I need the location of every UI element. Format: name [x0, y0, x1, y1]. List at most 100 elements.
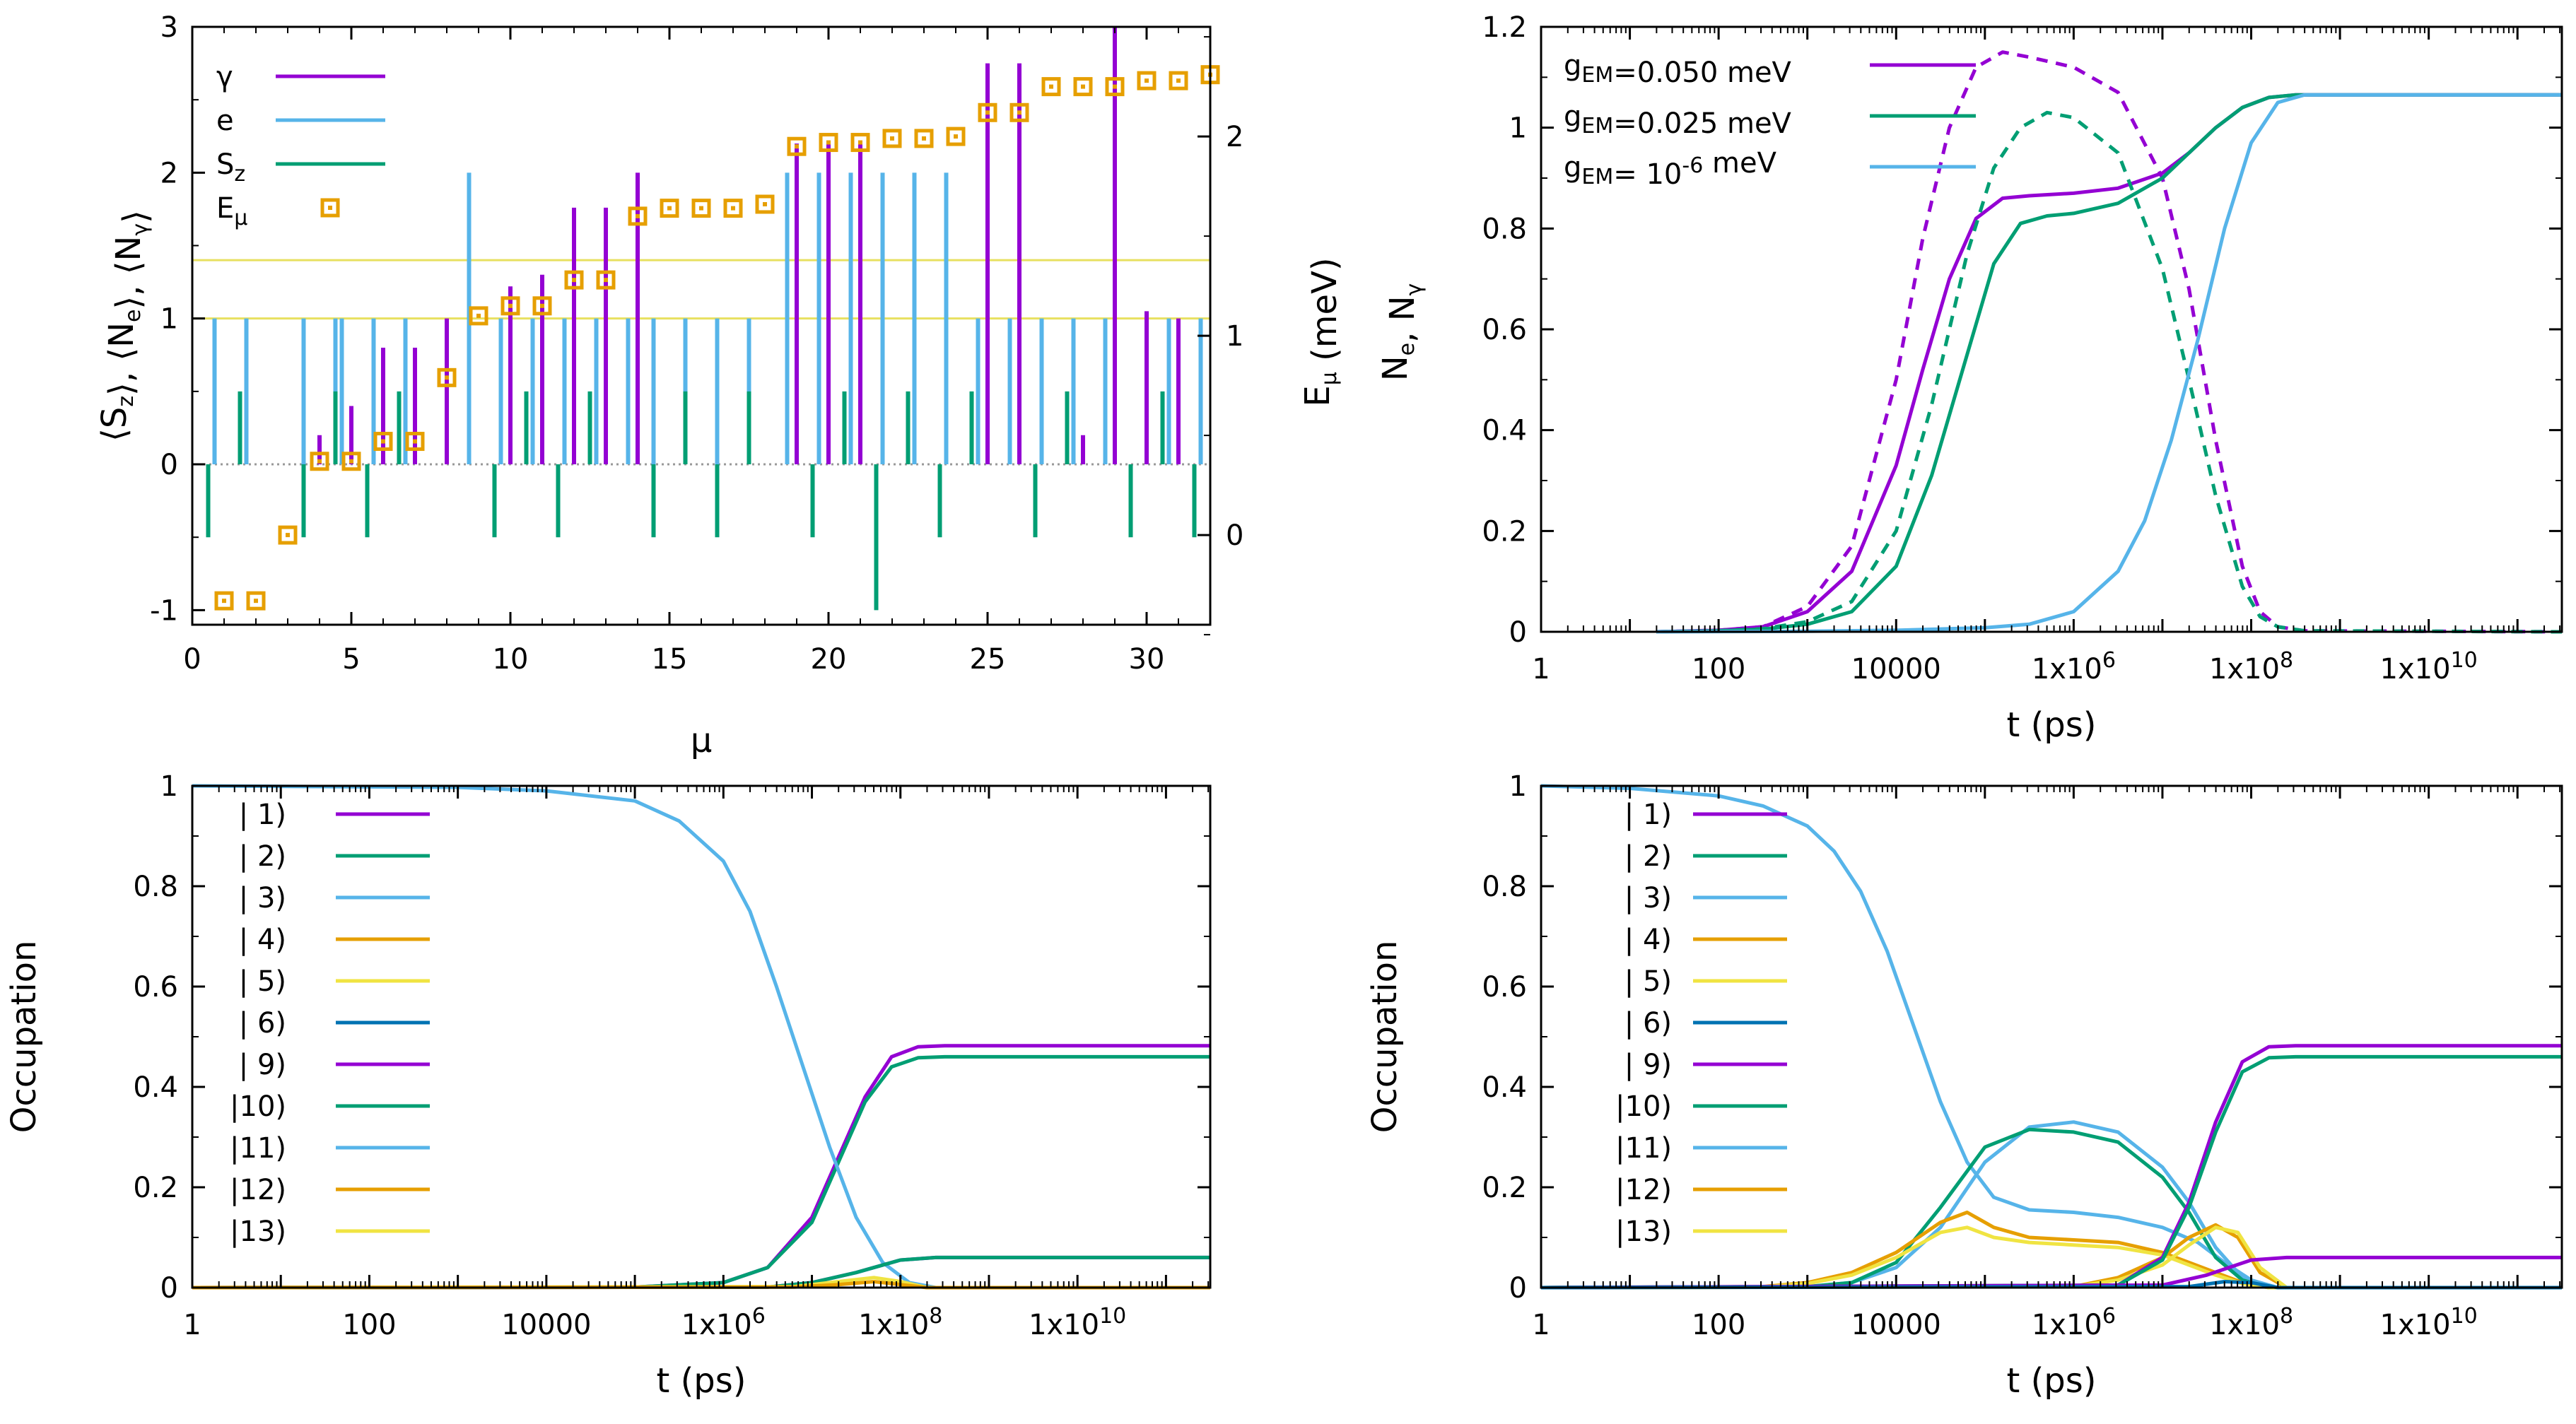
- legend-label: e: [216, 105, 234, 137]
- series-line-8: [1540, 1054, 2562, 1290]
- xtick-label: 1x1010: [2380, 1304, 2478, 1341]
- xtick-label: 30: [1129, 643, 1165, 676]
- series-line-4: [1656, 93, 2562, 634]
- ytick-label: 1: [160, 303, 178, 336]
- series-line-4: [1540, 1225, 2562, 1290]
- xtick-label: 1: [183, 1309, 201, 1341]
- emu-point-9: [500, 296, 520, 316]
- xtick-label: 10: [493, 643, 529, 676]
- ytick-label: 1: [160, 770, 178, 803]
- emu-point-dot-16: [731, 206, 735, 211]
- emu-point-dot-2: [286, 533, 290, 538]
- legend: gEM=0.050 meV gEM=0.025 meV gEM= 10-6 meV: [1564, 49, 1976, 191]
- legend-label: |12): [230, 1174, 286, 1206]
- legend-label: |10): [230, 1090, 286, 1123]
- ytick-label: 0: [160, 1272, 178, 1305]
- x-axis-label: t (ps): [2006, 1361, 2096, 1401]
- ytick-label: 0: [160, 449, 178, 481]
- legend-point-dot: [328, 206, 332, 210]
- emu-point-22: [914, 129, 934, 148]
- legend-label: Sz: [216, 148, 245, 187]
- series-line-0: [192, 1044, 1210, 1290]
- emu-point-23: [946, 126, 966, 146]
- emu-point-dot-9: [508, 303, 513, 308]
- legend-label: γ: [216, 61, 233, 93]
- emu-point-dot-6: [413, 439, 417, 444]
- emu-point-19: [819, 133, 838, 153]
- ytick-label: 0.8: [133, 871, 178, 903]
- legend-label: | 4): [1624, 924, 1672, 956]
- legend-label: | 1): [239, 799, 286, 831]
- xtick-label: 25: [970, 643, 1006, 676]
- legend-label: | 5): [1624, 965, 1672, 998]
- emu-point-14: [660, 199, 679, 218]
- xtick-label: 1x108: [2209, 648, 2293, 685]
- ytick-label: 0: [1509, 1272, 1527, 1305]
- legend-label: |13): [230, 1216, 286, 1248]
- legend-label: | 6): [1624, 1007, 1672, 1040]
- emu-point-6: [405, 432, 425, 452]
- series-line-7: [1540, 1044, 2562, 1290]
- series-line-1: [1656, 50, 2563, 634]
- emu-point-8: [469, 306, 488, 326]
- emu-point-dot-15: [699, 206, 703, 211]
- xtick-label: 5: [342, 643, 360, 676]
- emu-point-dot-7: [445, 375, 449, 380]
- series-line-3: [1540, 1211, 2562, 1290]
- y2tick-label: 1: [1226, 320, 1243, 353]
- ytick-label: 0.4: [1482, 1071, 1527, 1104]
- series-line-2: [1540, 1127, 2562, 1290]
- legend-label: | 2): [1624, 840, 1672, 873]
- ytick-label: -1: [150, 594, 178, 627]
- emu-point-28: [1105, 77, 1125, 97]
- panel-d: 1 100 10000 1x106 1x108 1x1010 0 0.2 0.4 0.6 0.8 1 t…: [1365, 770, 2563, 1401]
- y-axis-label: Occupation: [4, 941, 44, 1134]
- emu-point-dot-24: [985, 110, 990, 115]
- ytick-label: 0.6: [1482, 971, 1527, 1004]
- xtick-label: 1x1010: [1029, 1304, 1126, 1341]
- xtick-label: 1: [1532, 653, 1550, 685]
- emu-point-dot-19: [826, 140, 831, 145]
- ytick-label: 1.2: [1482, 11, 1527, 44]
- legend-label: | 6): [239, 1007, 286, 1040]
- legend-label: | 1): [1624, 799, 1672, 831]
- ytick-label: 0.8: [1482, 871, 1527, 903]
- series-line-0: [1540, 784, 2562, 1290]
- legend-label: gEM=0.025 meV: [1564, 100, 1792, 140]
- ytick-label: 0.6: [1482, 314, 1527, 346]
- ytick-label: 1: [1509, 770, 1527, 803]
- ytick-label: 0: [1509, 616, 1527, 649]
- legend-label: |11): [230, 1132, 286, 1165]
- x-axis-label: t (ps): [2006, 705, 2096, 745]
- emu-point-0: [214, 591, 234, 611]
- xtick-label: 1x1010: [2380, 648, 2478, 685]
- legend-label: |11): [1615, 1132, 1672, 1165]
- legend-label: |10): [1615, 1090, 1672, 1123]
- legend-label: |12): [1615, 1174, 1672, 1206]
- legend: | 1) | 2) | 3) | 4) | 5) | 6) | 9) |10) |11) |12)…: [230, 799, 430, 1248]
- emu-point-29: [1137, 71, 1157, 90]
- legend-label: | 2): [239, 840, 286, 873]
- xtick-label: 10000: [1851, 1309, 1941, 1341]
- series-line-2: [192, 784, 1210, 1290]
- legend-label: | 3): [1624, 882, 1672, 914]
- xtick-label: 100: [1692, 653, 1745, 685]
- emu-point-3: [310, 452, 329, 471]
- emu-point-2: [278, 525, 298, 545]
- emu-point-27: [1073, 77, 1093, 97]
- xtick-label: 100: [1692, 1309, 1745, 1341]
- emu-point-dot-8: [476, 313, 481, 318]
- emu-point-dot-14: [667, 206, 672, 211]
- ytick-label: 0.4: [133, 1071, 178, 1104]
- ytick-label: 3: [160, 11, 178, 44]
- x-axis-label: μ: [691, 721, 713, 760]
- series-line-2: [1656, 93, 2562, 634]
- y2-axis-label: Eμ (meV): [1298, 257, 1345, 406]
- legend-label: |13): [1615, 1216, 1672, 1248]
- emu-point-13: [628, 206, 648, 226]
- y-axis-label: Ne, Nγ: [1376, 283, 1427, 382]
- y-axis-label: ⟨Sz⟩, ⟨Ne⟩, ⟨Nγ⟩: [95, 210, 156, 442]
- series-line-1: [192, 1054, 1210, 1290]
- emu-point-dot-13: [636, 213, 640, 218]
